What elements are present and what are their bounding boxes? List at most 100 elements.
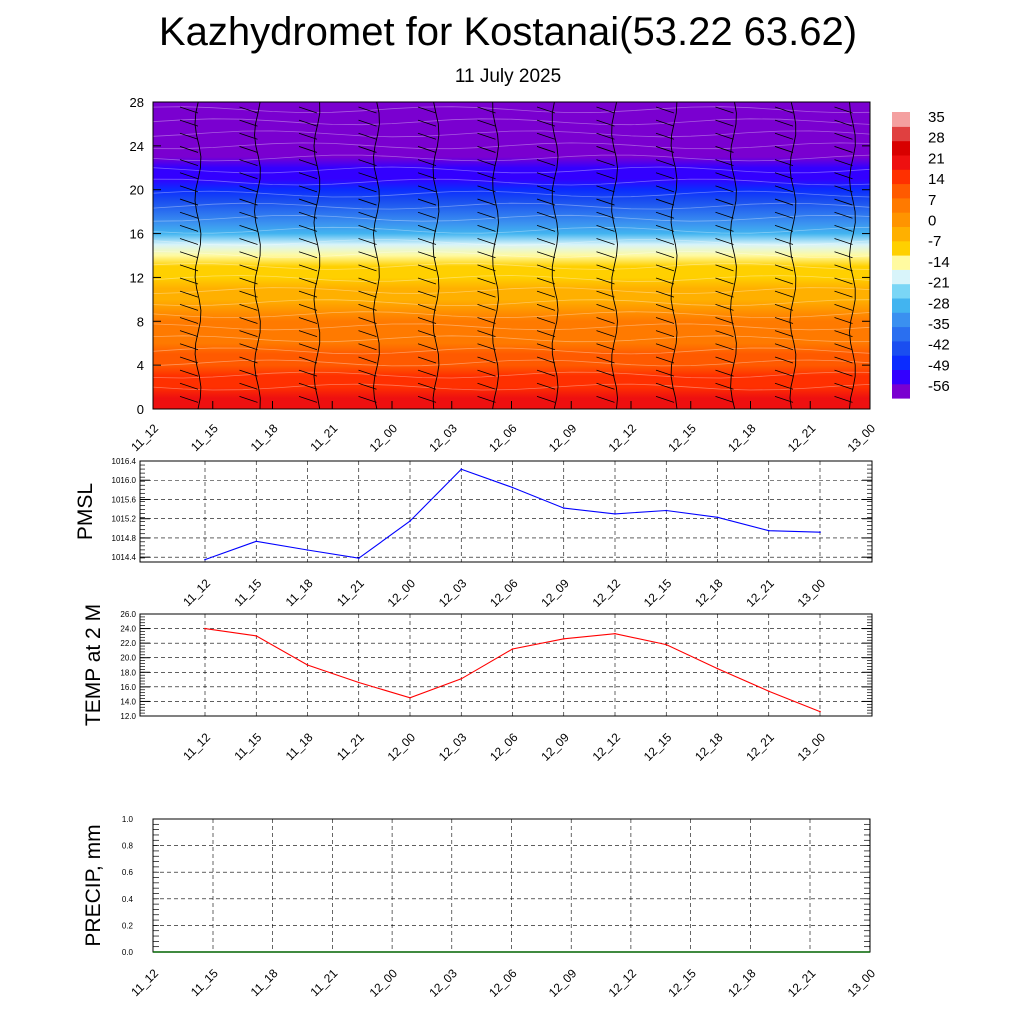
contour-line [153,250,870,258]
y-tick-label: 8 [137,314,144,329]
wind-barb [655,369,675,377]
wind-barb [655,382,675,390]
wind-barb [477,146,496,153]
wind-barb [477,119,496,127]
wind-barb [358,185,377,193]
wind-barb [358,330,377,338]
wind-barb [239,159,258,166]
y-tick-label: 0.8 [122,842,134,851]
wind-barb [417,396,437,403]
data-point [614,632,616,635]
wind-barb [774,264,794,272]
wind-barb [477,198,496,206]
wind-barb [774,159,794,166]
chart-title: Kazhydromet for Kostanai(53.22 63.62) [158,10,858,54]
wind-barb [536,382,556,390]
wind-barb [239,198,258,206]
y-tick-label: 20 [130,183,144,198]
wind-barb [179,303,199,311]
wind-barb [774,132,794,140]
y-tick-label: 26.0 [120,610,136,619]
wind-barb [417,290,437,298]
data-point [255,635,258,637]
y-tick-label: 22.0 [120,639,136,648]
wind-barb [834,159,853,166]
wind-barb [477,185,496,193]
wind-barb [715,290,734,298]
y-tick-label: 0.2 [122,921,134,930]
wind-barb [477,369,496,377]
wind-barb [774,185,794,193]
wind-barb [596,132,615,140]
wind-barb [834,251,853,259]
y-tick-label: 0.0 [122,948,134,957]
wind-barb [774,343,794,351]
wind-barb [715,396,734,403]
data-point [306,549,309,551]
wind-barb [834,198,853,206]
wind-barb [774,119,794,127]
wind-barb [179,146,199,153]
wind-barb-staff [313,102,321,409]
y-tick-label: 28 [130,95,144,110]
y-tick-label: 1015.2 [112,515,137,524]
wind-barb [477,303,496,311]
y-tick-label: 0.4 [122,895,134,904]
wind-barb [774,224,794,232]
y-axis-title: PRECIP, mm [82,824,105,946]
wind-barb [417,238,437,245]
y-tick-label: 1.0 [122,815,134,824]
x-tick-label: 12_21 [785,421,819,455]
wind-barb [358,224,377,232]
wind-barb [536,317,556,324]
x-tick-label: 12_03 [426,421,460,455]
wind-barb [596,119,615,127]
colorbar-label: 0 [928,213,936,230]
wind-barb [477,132,496,140]
wind-barb [536,290,556,298]
data-point [409,520,411,522]
wind-barb [358,396,377,403]
wind-barb [655,396,675,403]
contour-line [153,299,870,307]
colorbar-swatch [892,312,910,328]
wind-barb [596,382,615,390]
wind-barb [239,317,258,324]
wind-barb [298,382,318,390]
wind-barb [715,277,734,285]
wind-barb [239,264,258,272]
data-point [819,710,821,713]
data-point [358,557,360,559]
y-tick-label: 24 [130,139,144,154]
wind-barb [298,132,318,140]
x-tick-label: 12_00 [367,421,401,455]
wind-barb [655,277,675,285]
wind-barb [774,211,794,219]
x-tick-label: 11_15 [232,576,265,609]
wind-barb [358,146,377,153]
wind-barb [417,317,437,324]
wind-barb [477,106,496,114]
wind-barb [596,330,615,338]
x-tick-label: 12_00 [385,730,419,764]
wind-barb [834,172,853,180]
wind-barb [715,159,734,166]
x-tick-label: 11_15 [188,966,221,999]
wind-barb [358,277,377,285]
wind-barb-staff [611,102,618,409]
contour-line [153,154,870,162]
heatmap-field [153,102,870,409]
x-tick-label: 12_00 [367,966,401,1000]
x-tick-label: 12_21 [785,966,819,1000]
wind-barb [715,343,734,351]
y-tick-label: 20.0 [120,654,136,663]
wind-barb [298,396,318,403]
wind-barb [536,303,556,311]
contour-line [153,275,870,282]
wind-barb [536,251,556,259]
wind-barb-staff [551,102,559,409]
colorbar-swatch [892,369,910,385]
wind-barb [298,119,318,127]
wind-barb [596,303,615,311]
